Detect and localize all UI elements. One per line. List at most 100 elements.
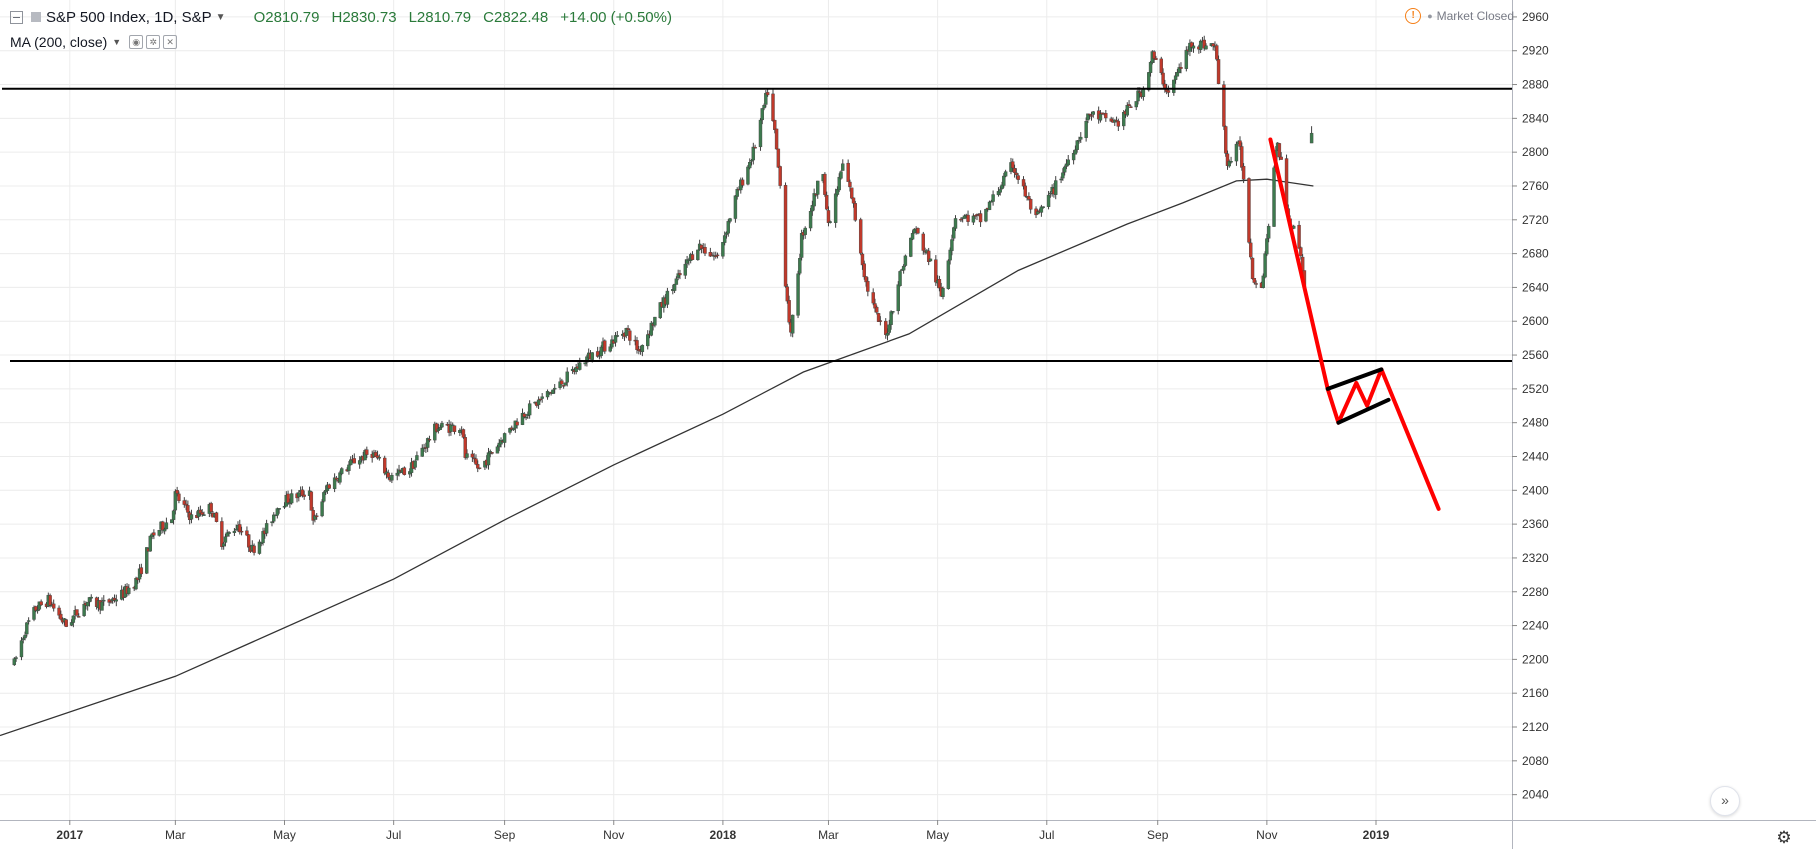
candle-down	[334, 477, 339, 480]
x-tick-label: Jul	[1039, 828, 1054, 842]
candle-up	[440, 422, 444, 428]
candle-down	[1129, 106, 1133, 108]
open-number: 2810.79	[265, 8, 320, 26]
candle-down	[184, 503, 188, 506]
candle-up	[413, 460, 417, 468]
candle-up	[1098, 113, 1103, 121]
candle-down	[75, 609, 79, 616]
candle-up	[624, 328, 628, 336]
indicator-label[interactable]: MA (200, close)	[10, 34, 108, 50]
y-tick-label: 2760	[1522, 179, 1549, 193]
candle-up	[1073, 149, 1078, 155]
candle-up	[340, 468, 344, 474]
candle-up	[721, 242, 725, 257]
low-label: L	[408, 8, 417, 26]
candle-up	[735, 188, 739, 197]
candle-up	[948, 249, 952, 261]
candle-up	[415, 455, 419, 461]
candle-down	[846, 162, 850, 182]
eye-icon[interactable]: ◉	[129, 35, 144, 49]
candle-down	[703, 246, 707, 254]
candle-down	[848, 181, 852, 188]
candle-up	[991, 194, 995, 202]
candle-down	[365, 449, 369, 455]
candle-down	[966, 214, 970, 222]
candle-down	[214, 512, 219, 522]
y-tick-label: 2320	[1522, 551, 1549, 565]
candle-down	[200, 512, 204, 515]
candle-down	[603, 340, 607, 352]
y-tick-label: 2960	[1522, 10, 1549, 24]
candle-up	[790, 314, 795, 334]
candle-down	[515, 421, 519, 426]
open-label: O	[253, 8, 266, 26]
candle-up	[758, 119, 763, 148]
candle-up	[23, 634, 27, 639]
collapse-icon[interactable]	[10, 10, 23, 24]
chevron-down-icon[interactable]: ▼	[215, 11, 226, 23]
candle-up	[89, 596, 93, 599]
chevron-down-icon[interactable]: ▼	[112, 37, 122, 47]
candle-down	[383, 457, 387, 474]
candle-down	[1247, 178, 1251, 243]
candle-down	[626, 328, 630, 331]
candle-up	[816, 180, 820, 195]
candle-down	[209, 503, 213, 512]
candle-down	[773, 119, 777, 130]
y-tick-label: 2480	[1522, 416, 1549, 430]
candle-down	[1027, 196, 1031, 200]
candle-down	[926, 250, 931, 262]
candle-down	[1299, 247, 1303, 257]
candle-up	[1122, 112, 1126, 127]
x-tick-label: May	[273, 828, 296, 842]
candle-up	[728, 218, 732, 222]
candle-down	[1240, 146, 1244, 168]
x-tick-label: 2019	[1363, 828, 1390, 842]
market-status: ! ● Market Closed	[1405, 8, 1514, 24]
candle-up	[102, 599, 106, 602]
candle-up	[21, 638, 25, 640]
symbol-title[interactable]: S&P 500 Index, 1D, S&P	[46, 8, 212, 26]
candle-up	[950, 239, 954, 251]
scroll-to-latest-icon[interactable]: »	[1710, 786, 1740, 816]
candle-up	[536, 399, 541, 406]
y-tick-label: 2680	[1522, 247, 1549, 261]
low-number: 2810.79	[416, 8, 472, 26]
candle-up	[357, 460, 362, 465]
y-tick-label: 2920	[1522, 44, 1549, 58]
candle-up	[527, 403, 532, 416]
candle-down	[239, 530, 244, 533]
candle-down	[853, 203, 858, 221]
candle-up	[578, 362, 582, 370]
candle-up	[82, 603, 86, 616]
candle-up	[552, 387, 557, 390]
candle-down	[884, 320, 888, 335]
candle-down	[286, 493, 290, 503]
candle-up	[145, 547, 149, 574]
candle-down	[1163, 83, 1167, 89]
candle-up	[1227, 161, 1231, 167]
candle-down	[1104, 113, 1108, 119]
channel-upper-line	[1325, 367, 1384, 391]
gear-icon[interactable]: ⚙	[1776, 828, 1792, 847]
candle-up	[157, 529, 161, 536]
candle-up	[798, 258, 802, 274]
candle-down	[463, 437, 467, 458]
candle-down	[245, 530, 249, 536]
candle-down	[862, 263, 866, 278]
candle-up	[540, 396, 544, 399]
candle-down	[59, 613, 63, 620]
candle-up	[748, 162, 752, 169]
settings-icon[interactable]: ✲	[146, 35, 161, 49]
candle-down	[776, 148, 781, 168]
warning-icon[interactable]: !	[1405, 8, 1422, 24]
candle-up	[803, 227, 807, 235]
x-tick-label: Nov	[603, 828, 624, 842]
y-tick-label: 2520	[1522, 382, 1549, 396]
close-icon[interactable]: ✕	[163, 35, 178, 49]
candle-up	[599, 346, 603, 356]
moving-average-line	[0, 178, 1314, 737]
x-tick-label: 2017	[56, 828, 83, 842]
candle-up	[1003, 171, 1008, 177]
